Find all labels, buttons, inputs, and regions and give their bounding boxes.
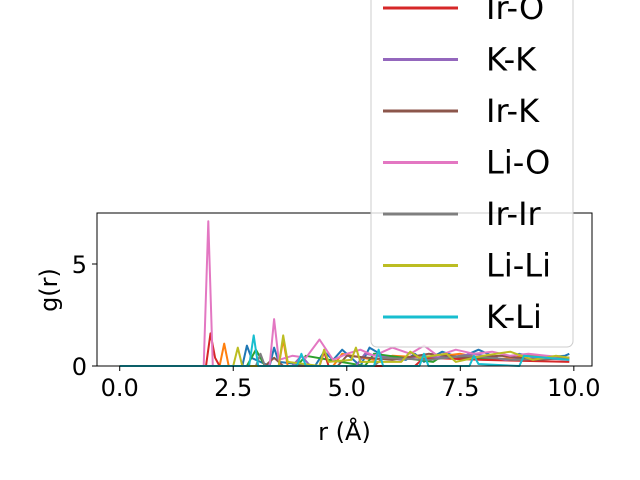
y-axis-label: g(r) [35,268,63,312]
x-axis: 0.0 2.5 5.0 7.5 10.0 [101,366,601,402]
x-tick-label: 0.0 [101,374,139,402]
x-tick-label: 10.0 [547,374,600,402]
legend: Ir-O K-K Ir-K Li-O Ir-Ir Li-Li K-Li [370,0,574,348]
legend-label: Li-Li [486,247,551,285]
legend-label: Ir-K [486,92,540,130]
y-tick-label: 5 [72,251,87,279]
legend-label: Ir-Ir [486,195,542,233]
legend-label: K-Li [486,298,542,336]
y-tick-label: 0 [72,353,87,381]
x-tick-label: 7.5 [441,374,479,402]
legend-box [370,0,574,348]
x-tick-label: 5.0 [328,374,366,402]
y-axis: 05 [72,251,97,381]
legend-label: K-K [486,41,537,79]
legend-label: Ir-O [486,0,544,27]
plot-frame [96,212,593,367]
legend-label: Li-O [486,144,550,182]
series-line-6 [119,352,570,367]
x-tick-label: 2.5 [214,374,252,402]
x-axis-label: r (Å) [318,417,371,446]
